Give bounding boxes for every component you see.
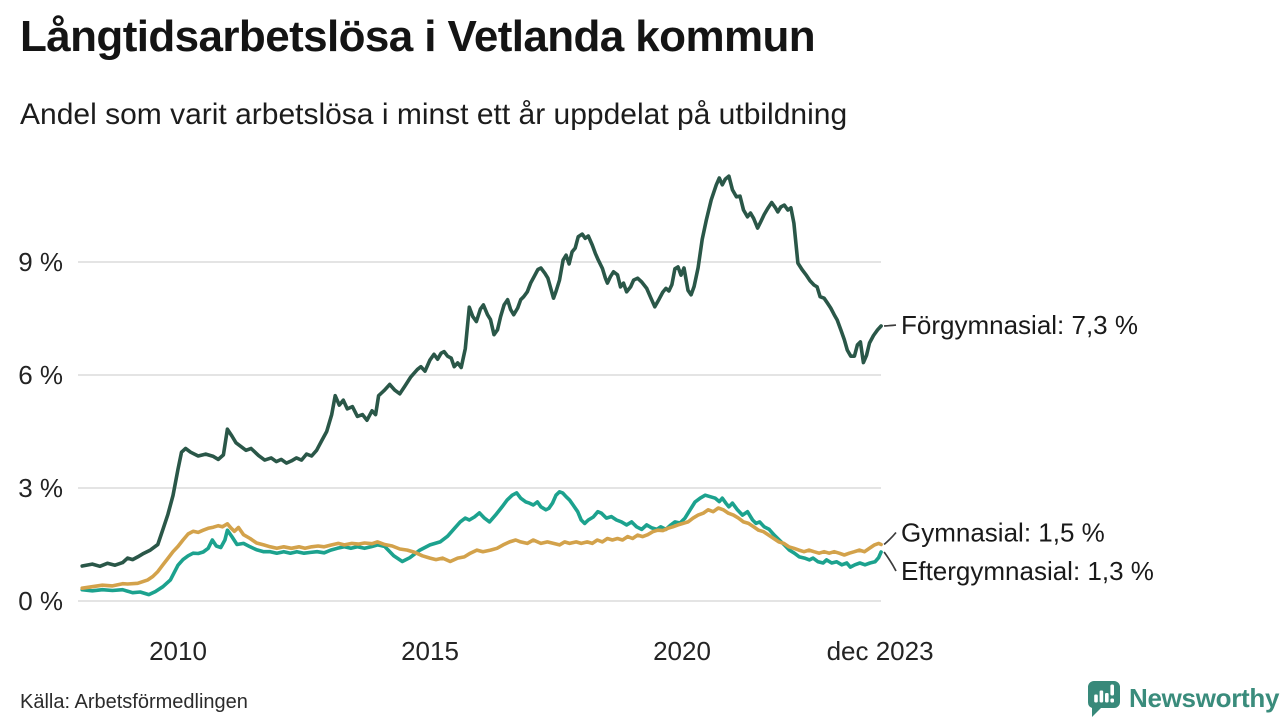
y-tick-label: 0 %: [18, 586, 63, 616]
series-end-label-gymnasial: Gymnasial: 1,5 %: [901, 518, 1105, 548]
y-tick-label: 6 %: [18, 360, 63, 390]
x-tick-label: 2015: [401, 636, 459, 666]
series-end-label-eftergymnasial: Eftergymnasial: 1,3 %: [901, 556, 1154, 586]
leader-line-förgymnasial: [884, 324, 897, 327]
page-subtitle: Andel som varit arbetslösa i minst ett å…: [20, 98, 848, 131]
x-tick-label: 2020: [653, 636, 711, 666]
x-tick-label: dec 2023: [827, 636, 934, 666]
series-line-eftergymnasial: [80, 489, 883, 597]
newsworthy-wordmark: Newsworthy: [1129, 682, 1280, 713]
source-note: Källa: Arbetsförmedlingen: [20, 691, 248, 713]
newsworthy-logo: Newsworthy: [1084, 679, 1279, 717]
newsworthy-speech-bubble-chart-icon: [1088, 681, 1120, 717]
y-tick-label: 9 %: [18, 247, 63, 277]
series-end-label-förgymnasial: Förgymnasial: 7,3 %: [901, 310, 1138, 340]
series-line-förgymnasial: [80, 174, 883, 569]
leader-line-eftergymnasial: [883, 551, 897, 572]
series-line-gymnasial: [80, 506, 883, 591]
leader-line-gymnasial: [883, 531, 897, 546]
y-tick-label: 3 %: [18, 473, 63, 503]
x-tick-label: 2010: [149, 636, 207, 666]
page-title: Långtidsarbetslösa i Vetlanda kommun: [20, 12, 816, 61]
